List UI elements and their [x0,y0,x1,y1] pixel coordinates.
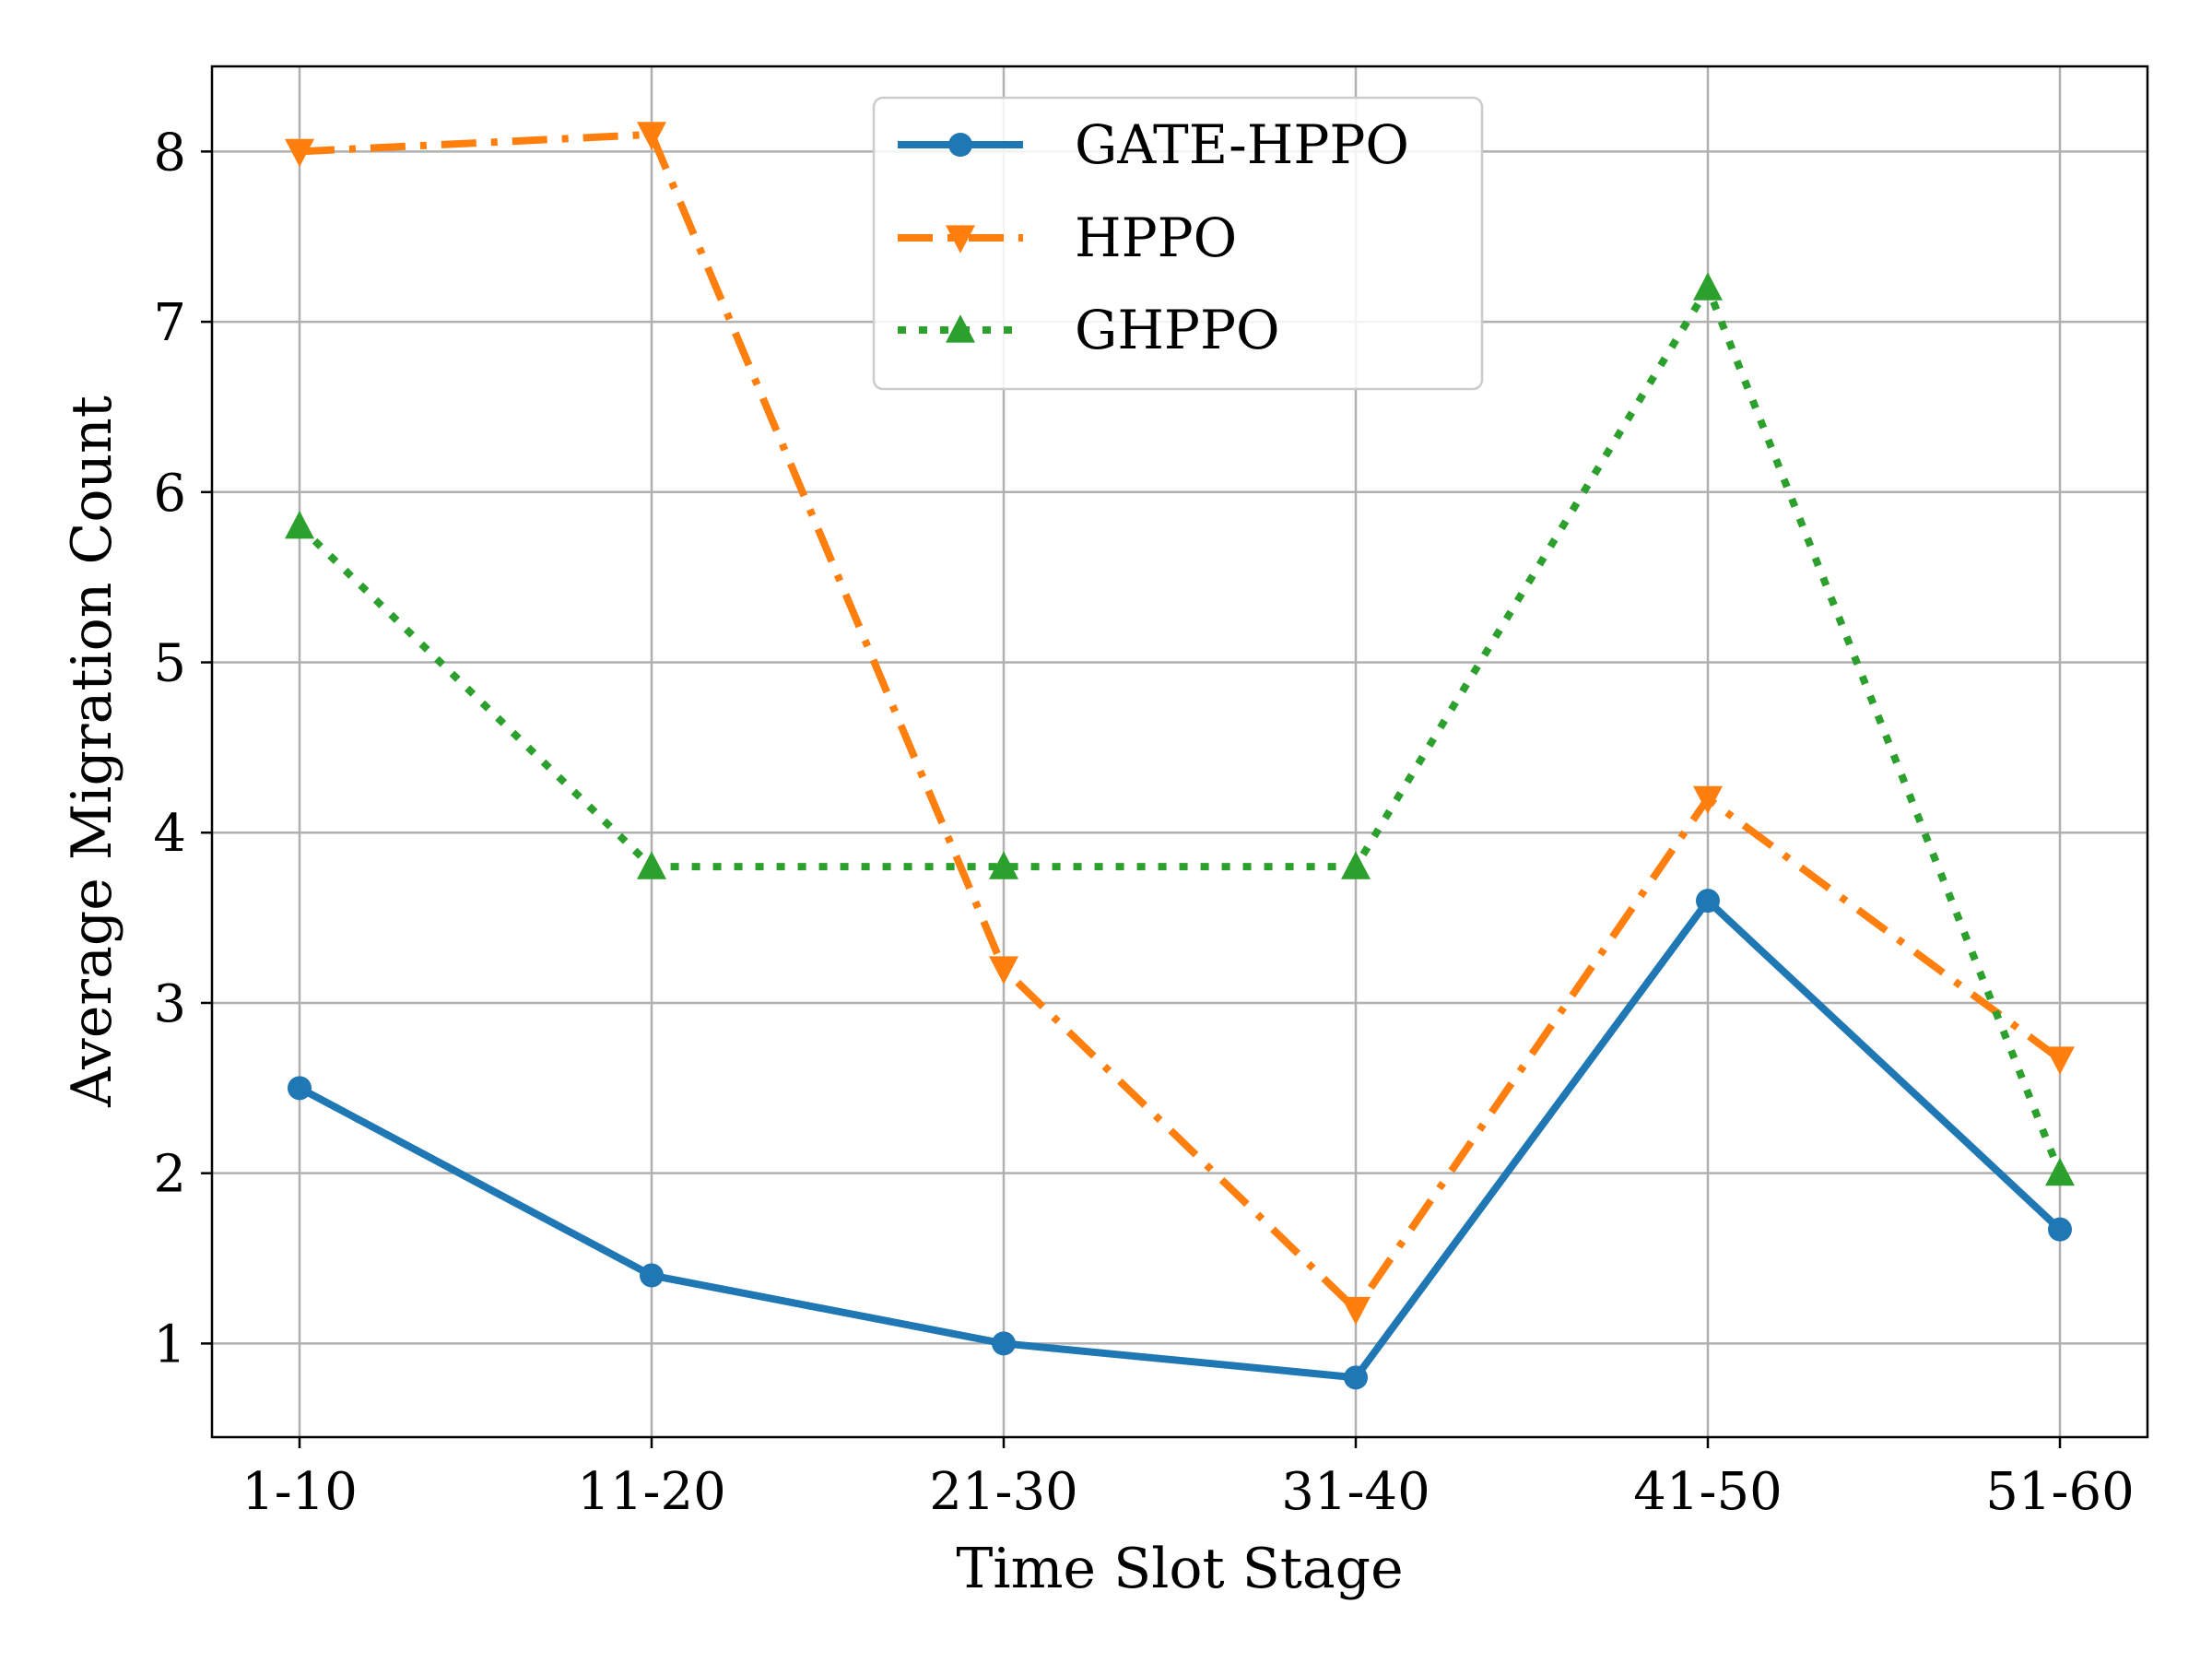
x-tick-label: 41-50 [1633,1462,1782,1522]
legend-box [872,96,1484,391]
ticks-layer: 1-10 11-20 21-30 31-40 41-50 51-60 1 2 3 4 5 6 7 8 [153,123,2134,1522]
x-tick-label: 31-40 [1281,1462,1430,1522]
series-ghppo [285,272,2075,1186]
data-point-marker [285,510,314,539]
x-axis-title: Time Slot Stage [956,1537,1403,1601]
x-tick-label: 21-30 [929,1462,1077,1522]
legend-label: HPPO [1075,206,1237,269]
legend-label: GATE-HPPO [1075,113,1409,176]
series-line [296,897,2064,1382]
data-point-marker [285,138,314,168]
data-point-marker [2045,1046,2075,1075]
data-point-marker [637,122,666,150]
plot-frame [210,65,2149,1439]
data-point-marker [637,851,666,879]
data-point-marker [1693,785,1723,815]
data-point-marker [1341,1296,1371,1326]
data-point-marker [992,1331,1016,1356]
y-tick-label: 7 [153,293,186,353]
x-tick-label: 11-20 [577,1462,725,1522]
data-point-marker [989,956,1018,985]
data-point-marker [989,851,1018,879]
data-point-marker [1344,1365,1368,1390]
series-line [299,130,2063,1314]
series-hppo [285,122,2075,1326]
y-tick-label: 1 [153,1315,186,1374]
data-point-marker [640,1263,664,1288]
x-tick-label: 1-10 [241,1462,358,1522]
data-point-marker [1696,889,1720,914]
y-tick-label: 2 [153,1145,186,1205]
y-tick-label: 8 [153,123,186,183]
data-point-marker [1693,272,1723,301]
data-point-marker [2045,1157,2075,1186]
y-tick-label: 3 [153,974,186,1034]
y-tick-label: 4 [153,804,186,864]
legend-label: GHPPO [1075,299,1280,361]
data-point-marker [1341,851,1371,879]
legend-swatch-marker [948,133,972,157]
legend: GATE-HPPO HPPO GHPPO [872,96,1484,391]
series-line [297,284,2064,1175]
series-gate-hppo [288,889,2072,1390]
y-tick-label: 5 [153,634,186,694]
legend-swatch-marker [946,225,975,254]
legend-swatch-marker [946,314,975,343]
legend-entries: GATE-HPPO HPPO GHPPO [898,113,1409,361]
data-point-marker [2048,1217,2072,1242]
x-tick-label: 51-60 [1985,1462,2134,1522]
y-axis-title: Average Migration Count [60,395,124,1108]
series-layer [285,122,2075,1390]
y-tick-label: 6 [153,464,186,524]
data-point-marker [288,1076,312,1101]
